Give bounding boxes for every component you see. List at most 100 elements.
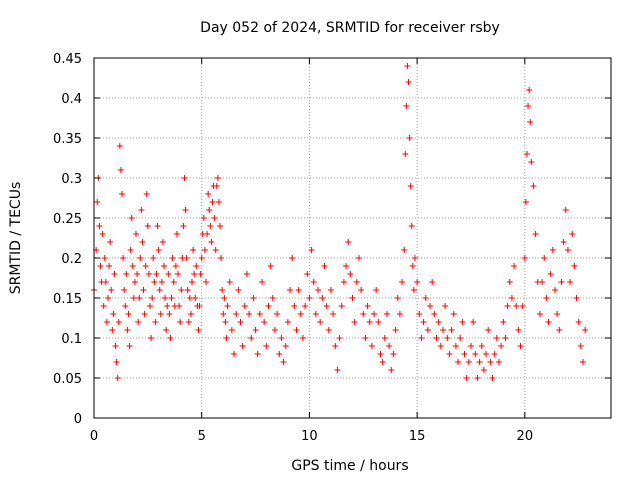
data-point bbox=[336, 335, 343, 341]
data-point bbox=[287, 287, 294, 293]
data-point bbox=[306, 295, 313, 301]
data-point bbox=[133, 231, 140, 237]
data-point bbox=[545, 319, 552, 325]
data-point bbox=[308, 247, 315, 253]
data-point bbox=[521, 255, 528, 261]
data-point bbox=[541, 255, 548, 261]
data-point bbox=[302, 303, 309, 309]
data-point bbox=[259, 279, 266, 285]
data-point bbox=[239, 343, 246, 349]
data-point bbox=[214, 175, 221, 181]
data-point bbox=[276, 351, 283, 357]
data-point bbox=[291, 303, 298, 309]
data-point bbox=[325, 327, 332, 333]
data-point bbox=[152, 319, 159, 325]
data-point bbox=[182, 207, 189, 213]
data-point bbox=[539, 279, 546, 285]
data-point bbox=[128, 215, 135, 221]
data-point bbox=[327, 287, 334, 293]
data-point bbox=[323, 303, 330, 309]
data-point bbox=[107, 239, 114, 245]
data-point bbox=[115, 319, 122, 325]
data-point bbox=[127, 247, 134, 253]
data-point bbox=[332, 343, 339, 349]
data-point bbox=[571, 263, 578, 269]
data-point bbox=[120, 255, 127, 261]
grid-lines bbox=[94, 58, 611, 418]
data-point bbox=[319, 295, 326, 301]
data-point bbox=[136, 295, 143, 301]
data-point bbox=[487, 359, 494, 365]
data-point bbox=[100, 303, 107, 309]
data-point bbox=[190, 247, 197, 253]
data-point bbox=[241, 303, 248, 309]
data-point bbox=[562, 207, 569, 213]
data-point bbox=[176, 303, 183, 309]
y-tick-label: 0.45 bbox=[53, 52, 82, 67]
data-point bbox=[362, 335, 369, 341]
data-point bbox=[205, 191, 212, 197]
data-point bbox=[310, 279, 317, 285]
data-point bbox=[504, 303, 511, 309]
data-point bbox=[108, 287, 115, 293]
data-point bbox=[206, 207, 213, 213]
data-point bbox=[573, 295, 580, 301]
data-point bbox=[246, 311, 253, 317]
data-point bbox=[551, 287, 558, 293]
data-point bbox=[433, 335, 440, 341]
data-point bbox=[170, 279, 177, 285]
data-point bbox=[381, 335, 388, 341]
data-point bbox=[269, 295, 276, 301]
data-point bbox=[175, 271, 182, 277]
data-point bbox=[96, 223, 103, 229]
data-point bbox=[379, 359, 386, 365]
data-point bbox=[215, 199, 222, 205]
data-point bbox=[137, 255, 144, 261]
data-point bbox=[383, 311, 390, 317]
y-tick-label: 0.25 bbox=[53, 212, 82, 227]
data-point bbox=[364, 303, 371, 309]
data-point bbox=[579, 359, 586, 365]
data-point bbox=[187, 311, 194, 317]
data-point bbox=[267, 263, 274, 269]
data-point bbox=[549, 247, 556, 253]
data-point bbox=[177, 319, 184, 325]
data-point bbox=[172, 263, 179, 269]
data-point bbox=[406, 135, 413, 141]
data-point bbox=[470, 319, 477, 325]
data-point bbox=[250, 295, 257, 301]
data-point bbox=[459, 319, 466, 325]
data-point bbox=[119, 191, 126, 197]
data-point bbox=[192, 295, 199, 301]
data-point bbox=[450, 311, 457, 317]
data-point bbox=[442, 303, 449, 309]
data-point bbox=[149, 295, 156, 301]
data-point bbox=[204, 231, 211, 237]
data-point bbox=[103, 319, 110, 325]
data-point bbox=[183, 255, 190, 261]
data-point bbox=[154, 223, 161, 229]
data-point bbox=[513, 303, 520, 309]
data-point bbox=[200, 215, 207, 221]
data-point bbox=[134, 271, 141, 277]
data-point bbox=[184, 287, 191, 293]
y-axis-label: SRMTID / TECUs bbox=[8, 182, 24, 295]
y-tick-label: 0.05 bbox=[53, 372, 82, 387]
data-point bbox=[526, 87, 533, 93]
data-point bbox=[207, 223, 214, 229]
data-point bbox=[139, 239, 146, 245]
data-point bbox=[148, 335, 155, 341]
data-point bbox=[261, 319, 268, 325]
data-point bbox=[418, 335, 425, 341]
x-tick-label: 20 bbox=[517, 429, 534, 444]
data-point bbox=[522, 199, 529, 205]
data-point bbox=[315, 287, 322, 293]
data-point bbox=[274, 311, 281, 317]
data-point bbox=[99, 231, 106, 237]
data-point bbox=[280, 359, 287, 365]
data-point bbox=[506, 279, 513, 285]
data-point bbox=[366, 319, 373, 325]
data-point bbox=[377, 351, 384, 357]
data-point bbox=[173, 231, 180, 237]
data-point bbox=[532, 231, 539, 237]
